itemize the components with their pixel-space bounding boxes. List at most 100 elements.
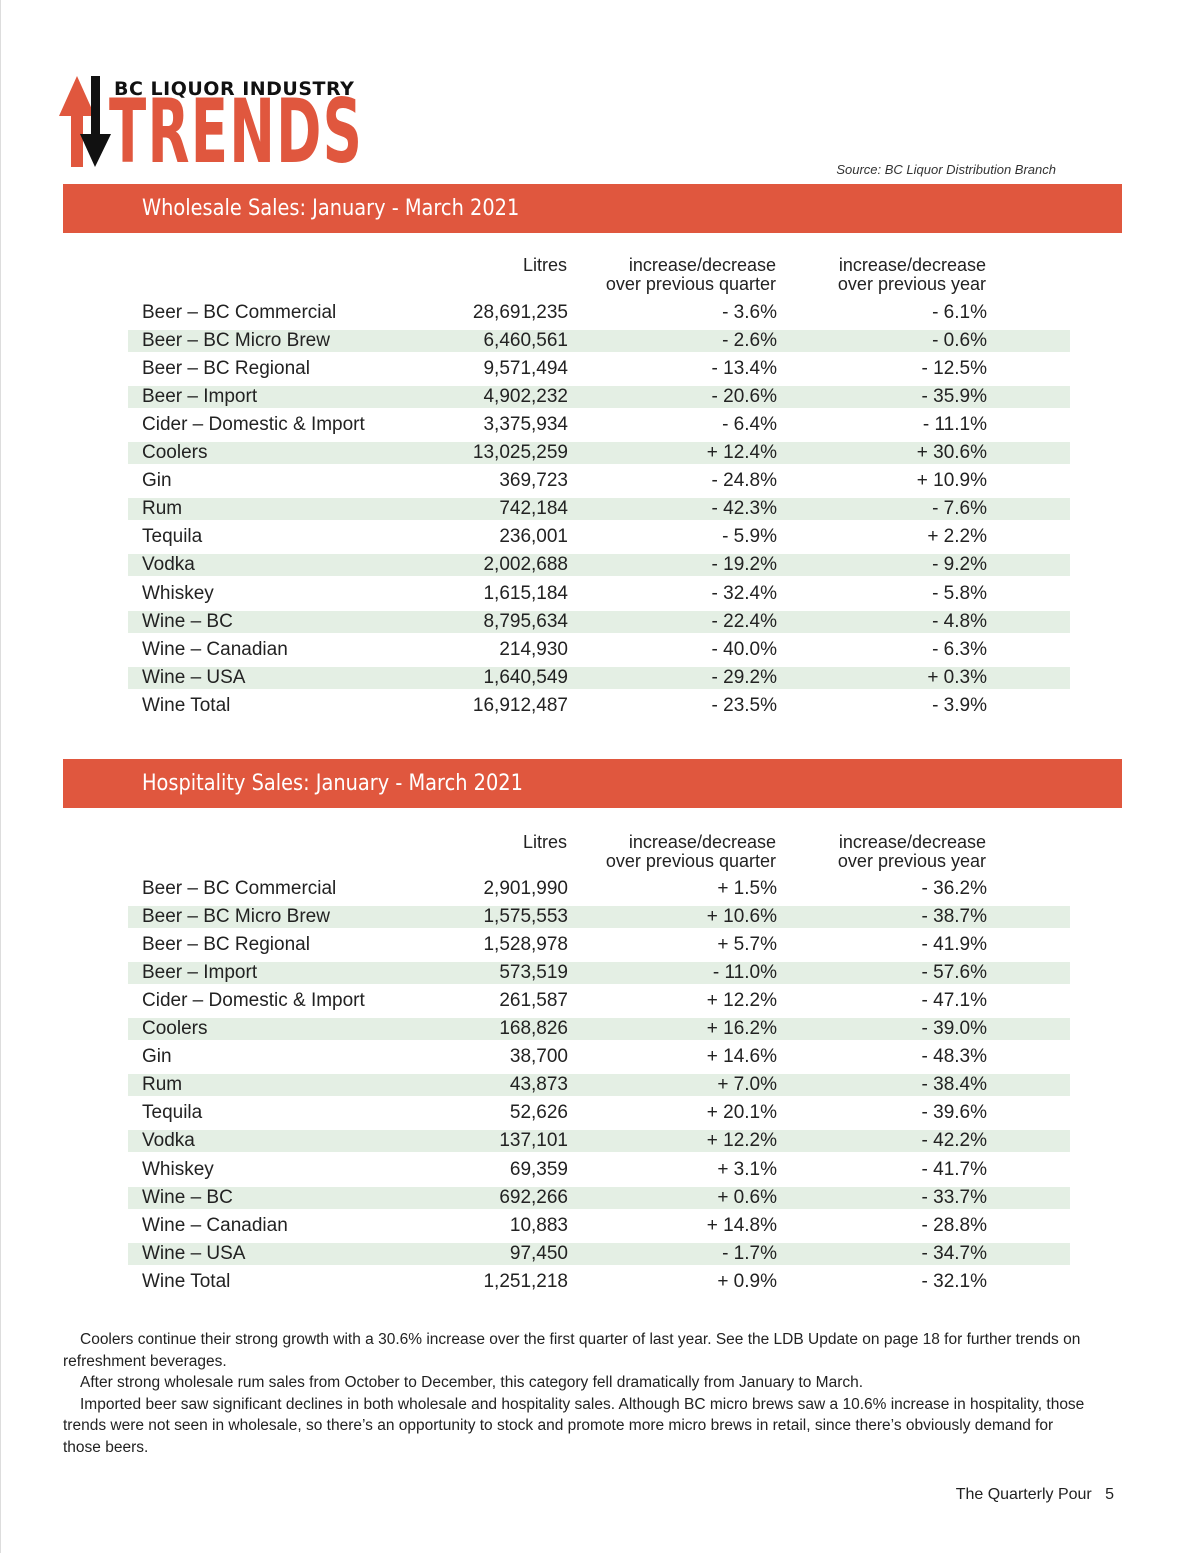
quarter-change: - 1.7% [722,1242,777,1264]
litres-value: 261,587 [499,990,568,1012]
litres-value: 2,002,688 [483,554,568,576]
quarter-change: + 0.6% [717,1186,777,1208]
year-change: - 48.3% [921,1046,987,1068]
category-name: Wine Total [142,694,231,716]
litres-value: 43,873 [509,1074,568,1096]
category-name: Vodka [142,1130,195,1152]
category-name: Wine Total [142,1270,231,1292]
litres-value: 1,575,553 [483,906,568,928]
table-row: Wine – Canadian 10,883 + 14.8% - 28.8% [128,1215,1070,1237]
table-row: Wine – BC 692,266 + 0.6% - 33.7% [128,1186,1070,1209]
year-change: - 9.2% [932,554,987,576]
col-header-year: increase/decrease over previous year [838,256,986,294]
litres-value: 4,902,232 [483,386,568,408]
litres-value: 236,001 [499,526,568,548]
year-change: - 32.1% [921,1270,987,1292]
category-name: Beer – BC Regional [142,358,310,380]
table-row: Coolers 13,025,259 + 12.4% + 30.6% [128,442,1070,465]
year-change: - 33.7% [921,1186,987,1208]
category-name: Wine – USA [142,1242,246,1264]
table-row: Beer – BC Regional 1,528,978 + 5.7% - 41.9% [128,934,1070,956]
logo [59,74,359,174]
table-row: Wine – USA 1,640,549 - 29.2% + 0.3% [128,666,1070,689]
litres-value: 52,626 [509,1102,568,1124]
footer: The Quarterly Pour 5 [956,1486,1114,1504]
note-paragraph: Imported beer saw significant declines i… [63,1395,1085,1456]
category-name: Tequila [142,526,203,548]
col-header-quarter: increase/decrease over previous quarter [606,833,776,871]
source-note: Source: BC Liquor Distribution Branch [836,162,1056,177]
logo-subtitle: BC LIQUOR INDUSTRY [114,78,355,100]
category-name: Coolers [142,442,208,464]
table-row: Cider – Domestic & Import 261,587 + 12.2% -… [128,990,1070,1012]
note-paragraph: After strong wholesale rum sales from Oc… [80,1374,864,1391]
year-change: - 5.8% [932,582,987,604]
year-change: - 42.2% [921,1130,987,1152]
category-name: Tequila [142,1102,203,1124]
litres-value: 69,359 [509,1158,568,1180]
table-row: Rum 742,184 - 42.3% - 7.6% [128,498,1070,521]
litres-value: 8,795,634 [483,610,568,632]
year-change: + 30.6% [916,442,987,464]
year-change: - 6.3% [932,638,987,660]
litres-value: 742,184 [499,498,568,520]
litres-value: 168,826 [499,1018,568,1040]
header-line: over previous quarter [605,274,776,294]
category-name: Wine – BC [142,1186,233,1208]
quarter-change: - 20.6% [711,386,777,408]
hospitality-header-band: Hospitality Sales: January - March 2021 [63,759,1122,808]
quarter-change: + 12.2% [706,990,777,1012]
table-row: Vodka 137,101 + 12.2% - 42.2% [128,1130,1070,1153]
quarter-change: + 10.6% [706,906,777,928]
table-row: Cider – Domestic & Import 3,375,934 - 6.4%… [128,414,1070,436]
category-name: Beer – BC Regional [142,934,310,956]
category-name: Beer – BC Micro Brew [142,906,330,928]
quarter-change: + 12.4% [706,442,777,464]
quarter-change: - 42.3% [711,498,777,520]
table-row: Beer – Import 4,902,232 - 20.6% - 35.9% [128,386,1070,409]
table-row: Wine Total 1,251,218 + 0.9% - 32.1% [128,1271,1070,1293]
category-name: Vodka [142,554,195,576]
table-row: Vodka 2,002,688 - 19.2% - 9.2% [128,554,1070,577]
litres-value: 214,930 [499,638,568,660]
category-name: Cider – Domestic & Import [142,990,365,1012]
quarter-change: - 22.4% [711,610,777,632]
year-change: - 41.9% [921,934,987,956]
category-name: Whiskey [142,1158,214,1180]
category-name: Coolers [142,1018,208,1040]
quarter-change: + 14.8% [706,1214,777,1236]
quarter-change: + 0.9% [717,1270,777,1292]
page-number: 5 [1105,1486,1114,1503]
table-row: Gin 369,723 - 24.8% + 10.9% [128,470,1070,492]
category-name: Beer – BC Commercial [142,878,337,899]
table-row: Gin 38,700 + 14.6% - 48.3% [128,1046,1070,1068]
notes: Coolers continue their strong growth wit… [63,1329,1088,1458]
litres-value: 16,912,487 [472,694,568,716]
litres-value: 38,700 [509,1046,568,1068]
year-change: + 2.2% [927,526,987,548]
year-change: - 7.6% [932,498,987,520]
table-row: Beer – BC Micro Brew 1,575,553 + 10.6% - 38… [128,906,1070,929]
quarter-change: + 5.7% [717,934,777,956]
category-name: Beer – BC Commercial [142,302,337,323]
header-line: over previous quarter [605,851,776,871]
year-change: - 39.6% [921,1102,987,1124]
year-change: - 3.9% [932,694,987,716]
table-row: Beer – Import 573,519 - 11.0% - 57.6% [128,962,1070,985]
category-name: Cider – Domestic & Import [142,414,365,436]
table-row: Tequila 52,626 + 20.1% - 39.6% [128,1102,1070,1124]
quarter-change: - 32.4% [711,582,777,604]
litres-value: 13,025,259 [472,442,568,464]
year-change: - 47.1% [921,990,987,1012]
header-line: increase/decrease [628,832,776,852]
litres-value: 573,519 [499,962,568,984]
category-name: Wine – Canadian [142,1214,288,1236]
year-change: - 38.4% [921,1074,987,1096]
year-change: + 10.9% [916,470,987,492]
year-change: - 57.6% [921,962,987,984]
year-change: - 35.9% [921,386,987,408]
quarter-change: - 11.0% [712,962,777,984]
year-change: + 0.3% [927,666,987,688]
category-name: Rum [142,1074,183,1096]
quarter-change: + 14.6% [706,1046,777,1068]
